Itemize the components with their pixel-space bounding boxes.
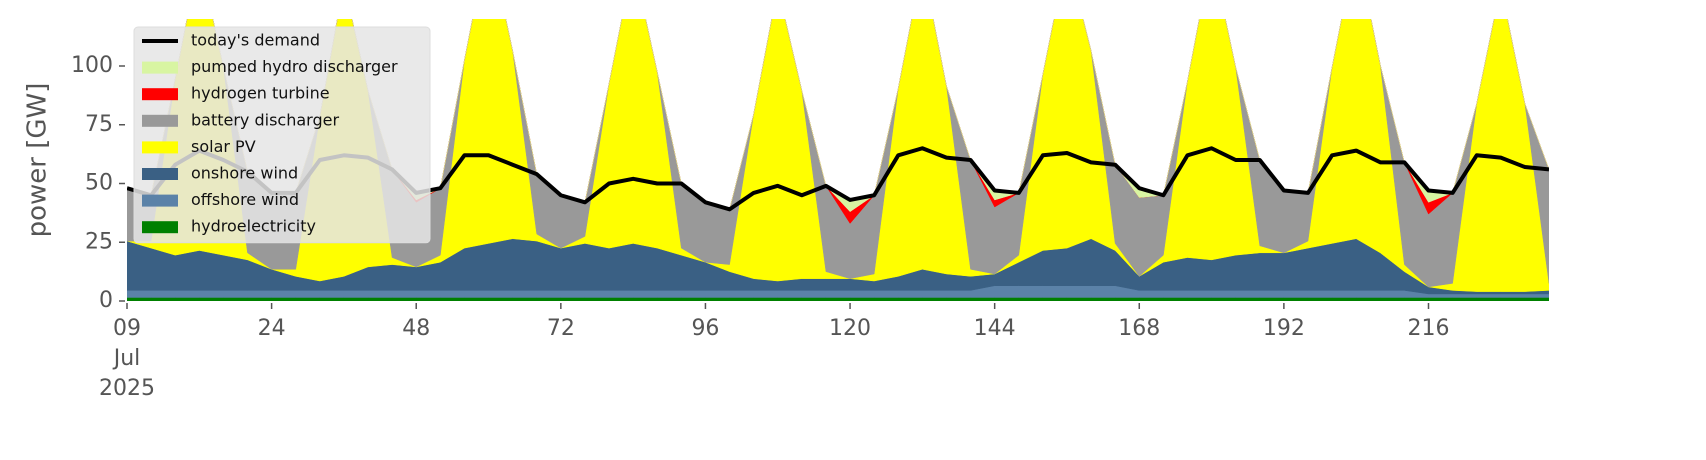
legend-label: hydrogen turbine [191,84,330,103]
y-tick-label: 50 [85,171,113,196]
legend-label: today's demand [191,31,320,50]
y-tick-label: 100 [71,53,113,78]
legend-box [133,26,431,244]
legend-label: battery discharger [191,110,339,129]
x-tick-label: 120 [829,316,871,341]
area [127,19,1549,213]
area [127,297,1549,301]
legend-label: solar PV [191,137,256,156]
y-axis-label: power [GW] [23,83,53,238]
legend-swatch [142,141,178,154]
x-tick-label: 144 [974,316,1016,341]
legend-swatch [142,221,178,234]
plot-area [127,19,1549,301]
legend-swatch [142,88,178,101]
legend-label: onshore wind [191,164,298,183]
legend-swatch [142,168,178,180]
y-tick-label: 75 [85,112,113,137]
y-tick-label: 0 [99,288,113,313]
x-tick-label: 168 [1118,316,1160,341]
legend-swatch [142,114,178,127]
x-tick-label: 2025 [99,376,155,401]
legend-label: offshore wind [191,190,299,209]
legend-swatch [142,61,178,74]
x-tick-label: 216 [1407,316,1449,341]
legend-swatch [142,194,178,207]
x-tick-label: 24 [258,316,286,341]
x-tick-label: 192 [1263,316,1305,341]
legend-label: pumped hydro discharger [191,57,398,76]
y-tick-label: 25 [85,229,113,254]
x-tick-label: Jul [112,346,141,371]
legend-label: hydroelectricity [191,217,316,236]
x-tick-label: 48 [402,316,430,341]
x-tick-label: 09 [113,316,141,341]
x-tick-label: 72 [547,316,575,341]
x-tick-label: 96 [691,316,719,341]
